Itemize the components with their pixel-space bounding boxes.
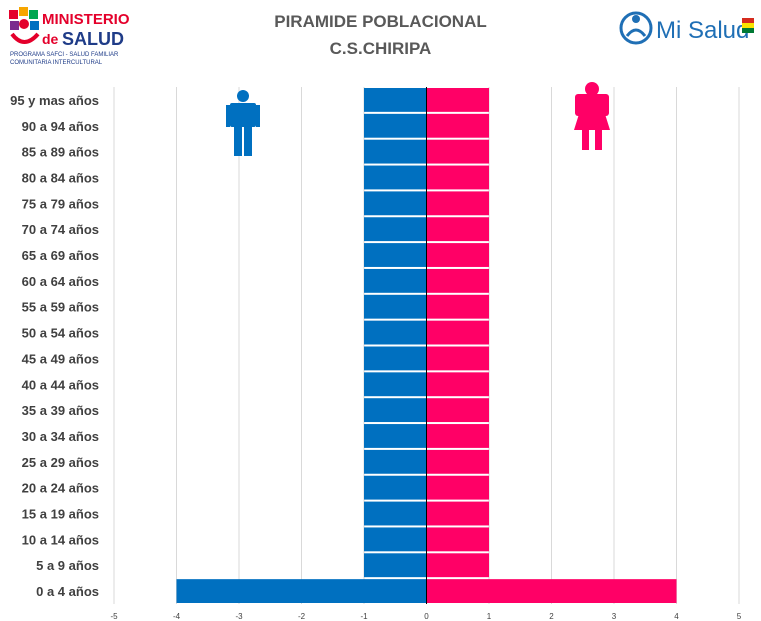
- x-tick-label: -3: [235, 612, 243, 621]
- category-labels: 95 y mas años 90 a 94 años 85 a 89 años 80 …: [10, 93, 99, 599]
- female-bar: [426, 217, 489, 242]
- category-label: 90 a 94 años: [22, 119, 99, 134]
- male-bar: [364, 88, 427, 112]
- female-bar: [426, 113, 489, 138]
- male-bar: [364, 449, 427, 474]
- female-bar: [426, 191, 489, 216]
- male-bar: [364, 475, 427, 500]
- male-bar: [364, 294, 427, 319]
- female-bar: [426, 88, 489, 112]
- male-bar: [176, 579, 427, 603]
- logo-line2-prefix: de: [42, 31, 59, 47]
- category-label: 95 y mas años: [10, 93, 99, 108]
- male-bar: [364, 191, 427, 216]
- logo-line2-main: SALUD: [62, 29, 124, 49]
- female-bar: [426, 139, 489, 164]
- female-bar: [426, 243, 489, 267]
- mi-salud-emblem-icon: [619, 11, 653, 45]
- logo-line3: PROGRAMA SAFCI - SALUD FAMILIAR: [10, 52, 119, 58]
- female-bar: [426, 449, 489, 474]
- male-bar: [364, 113, 427, 138]
- logo-line1: MINISTERIO: [42, 11, 130, 28]
- male-bar: [364, 398, 427, 423]
- category-label: 35 a 39 años: [22, 403, 99, 418]
- category-label: 60 a 64 años: [22, 274, 99, 289]
- tick-labels: -5 -4 -3 -2 -1 0 1 2 3 4 5: [110, 612, 741, 621]
- x-tick-label: 2: [549, 612, 554, 621]
- female-bar: [426, 553, 489, 578]
- category-label: 10 a 14 años: [22, 532, 99, 547]
- male-bar: [364, 165, 427, 190]
- category-label: 75 a 79 años: [22, 196, 99, 211]
- male-bar: [364, 217, 427, 242]
- x-tick-label: 5: [737, 612, 742, 621]
- female-bar: [426, 527, 489, 552]
- category-label: 40 a 44 años: [22, 377, 99, 392]
- ministerio-salud-logo: MINISTERIO de SALUD PROGRAMA SAFCI - SAL…: [6, 4, 141, 68]
- female-bar: [426, 320, 489, 345]
- female-bar: [426, 424, 489, 448]
- female-bar: [426, 579, 677, 603]
- x-tick-label: -5: [110, 612, 118, 621]
- bars: [176, 88, 677, 603]
- male-bar: [364, 268, 427, 293]
- x-tick-label: -2: [298, 612, 306, 621]
- male-bar: [364, 243, 427, 267]
- female-bar: [426, 398, 489, 423]
- female-bar: [426, 372, 489, 397]
- male-bar: [364, 346, 427, 371]
- male-bar: [364, 501, 427, 526]
- mi-salud-logo: Mi Salud: [618, 4, 758, 48]
- x-tick-label: -4: [173, 612, 181, 621]
- male-figure-icon: [226, 90, 260, 156]
- female-bar: [426, 475, 489, 500]
- mi-salud-text: Mi Salud: [656, 17, 749, 44]
- bolivia-flag-icon: [742, 18, 754, 33]
- category-label: 25 a 29 años: [22, 455, 99, 470]
- x-tick-label: 4: [674, 612, 679, 621]
- category-label: 55 a 59 años: [22, 300, 99, 315]
- category-label: 0 a 4 años: [36, 584, 99, 599]
- category-label: 85 a 89 años: [22, 145, 99, 160]
- x-tick-label: 1: [487, 612, 492, 621]
- female-bar: [426, 346, 489, 371]
- chart-subtitle: C.S.CHIRIPA: [329, 39, 432, 58]
- category-label: 5 a 9 años: [36, 558, 99, 573]
- x-tick-label: -1: [360, 612, 368, 621]
- category-label: 50 a 54 años: [22, 326, 99, 341]
- female-bar: [426, 294, 489, 319]
- female-bar: [426, 501, 489, 526]
- logo-line4: COMUNITARIA INTERCULTURAL: [10, 60, 103, 66]
- male-bar: [364, 139, 427, 164]
- category-label: 70 a 74 años: [22, 222, 99, 237]
- female-figure-icon: [574, 82, 610, 150]
- male-bar: [364, 527, 427, 552]
- ministerio-logo-emblem-icon: [9, 7, 40, 44]
- female-bar: [426, 165, 489, 190]
- category-label: 30 a 34 años: [22, 429, 99, 444]
- category-label: 15 a 19 años: [22, 507, 99, 522]
- female-bar: [426, 268, 489, 293]
- category-label: 20 a 24 años: [22, 481, 99, 496]
- x-tick-label: 3: [612, 612, 617, 621]
- category-label: 45 a 49 años: [22, 351, 99, 366]
- male-bar: [364, 320, 427, 345]
- male-bar: [364, 424, 427, 448]
- x-tick-label: 0: [424, 612, 429, 621]
- male-bar: [364, 372, 427, 397]
- category-label: 80 a 84 años: [22, 170, 99, 185]
- chart-title: PIRAMIDE POBLACIONAL: [274, 12, 487, 31]
- male-bar: [364, 553, 427, 578]
- category-label: 65 a 69 años: [22, 248, 99, 263]
